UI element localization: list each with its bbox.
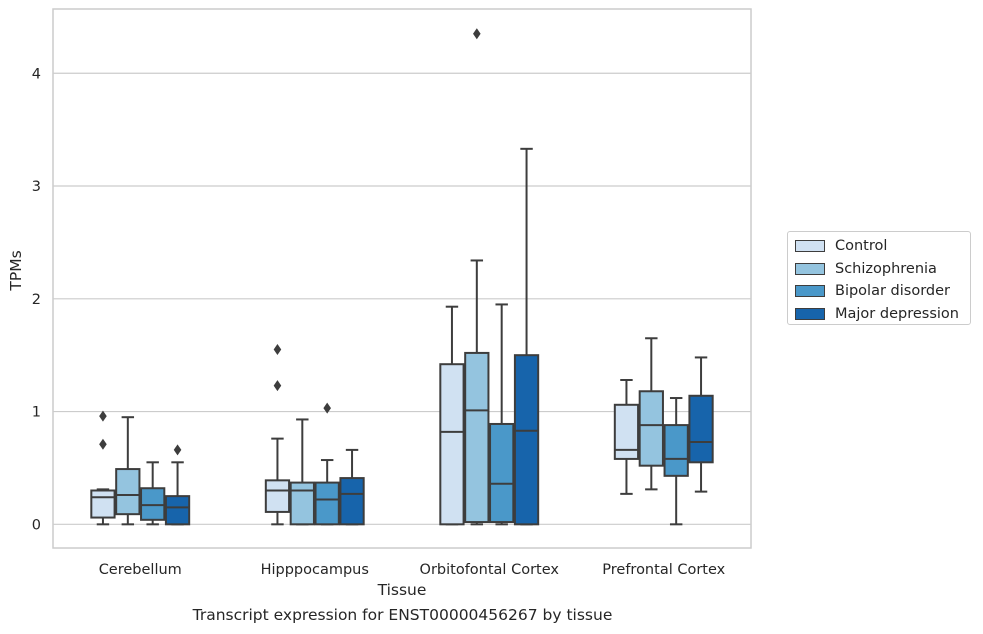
box-1-0 bbox=[264, 344, 291, 526]
y-axis-label: TPMs bbox=[7, 250, 25, 291]
iqr-box bbox=[339, 477, 365, 526]
iqr-box bbox=[140, 487, 166, 521]
legend-label: Control bbox=[835, 238, 888, 255]
iqr-box bbox=[289, 481, 315, 526]
x-tick-label: Hipppocampus bbox=[261, 562, 369, 578]
iqr-box bbox=[264, 479, 291, 513]
x-tick-label: Orbitofontal Cortex bbox=[420, 562, 560, 578]
x-tick-label: Cerebellum bbox=[99, 562, 182, 578]
legend-item: Major depression bbox=[792, 303, 970, 326]
legend-item: Control bbox=[792, 235, 970, 258]
box-3-2 bbox=[663, 397, 689, 526]
outlier-point bbox=[173, 444, 182, 456]
outlier-point bbox=[273, 380, 282, 392]
legend-label: Bipolar disorder bbox=[835, 283, 950, 300]
box-2-3 bbox=[513, 147, 540, 526]
legend-swatch bbox=[795, 240, 825, 253]
box-0-3 bbox=[164, 444, 191, 526]
iqr-box bbox=[439, 363, 465, 526]
box-3-0 bbox=[613, 378, 640, 495]
outlier-point bbox=[99, 410, 107, 422]
legend-item: Schizophrenia bbox=[792, 258, 970, 281]
plot-frame bbox=[52, 8, 752, 549]
y-tick-label: 2 bbox=[32, 292, 41, 308]
y-tick-label: 3 bbox=[32, 179, 41, 195]
y-tick-label: 4 bbox=[32, 66, 41, 82]
y-tick-label: 1 bbox=[32, 405, 41, 421]
iqr-box bbox=[90, 489, 116, 519]
legend-label: Schizophrenia bbox=[835, 260, 937, 277]
box-2-2 bbox=[489, 303, 515, 526]
outlier-point bbox=[323, 402, 331, 414]
iqr-box bbox=[613, 403, 640, 460]
outlier-point bbox=[473, 28, 481, 40]
box-0-0 bbox=[90, 410, 116, 526]
iqr-box bbox=[688, 394, 714, 464]
box-0-1 bbox=[115, 416, 141, 526]
y-tick-label: 0 bbox=[32, 517, 41, 533]
legend: Control Schizophrenia Bipolar disorder M… bbox=[787, 231, 971, 325]
iqr-box bbox=[115, 468, 141, 516]
legend-swatch bbox=[795, 262, 825, 275]
box-2-1 bbox=[464, 28, 490, 526]
box-3-3 bbox=[688, 356, 714, 493]
iqr-box bbox=[663, 424, 689, 477]
legend-swatch bbox=[795, 307, 825, 320]
iqr-box bbox=[164, 495, 191, 526]
box-1-1 bbox=[289, 418, 315, 526]
box-1-2 bbox=[314, 402, 340, 526]
legend-label: Major depression bbox=[835, 305, 959, 322]
figure-caption: Transcript expression for ENST0000045626… bbox=[192, 606, 613, 624]
legend-swatch bbox=[795, 285, 825, 298]
legend-item: Bipolar disorder bbox=[792, 280, 970, 303]
box-3-1 bbox=[638, 337, 664, 491]
outlier-point bbox=[99, 438, 107, 450]
box-2-0 bbox=[439, 305, 465, 526]
x-axis-label: Tissue bbox=[377, 581, 427, 599]
box-0-2 bbox=[140, 461, 166, 526]
box-1-3 bbox=[339, 448, 365, 526]
iqr-box bbox=[314, 481, 340, 526]
iqr-box bbox=[638, 390, 664, 467]
iqr-box bbox=[464, 351, 490, 524]
outlier-point bbox=[273, 344, 282, 356]
x-tick-label: Prefrontal Cortex bbox=[602, 562, 725, 578]
iqr-box bbox=[513, 354, 540, 526]
iqr-box bbox=[489, 422, 515, 524]
